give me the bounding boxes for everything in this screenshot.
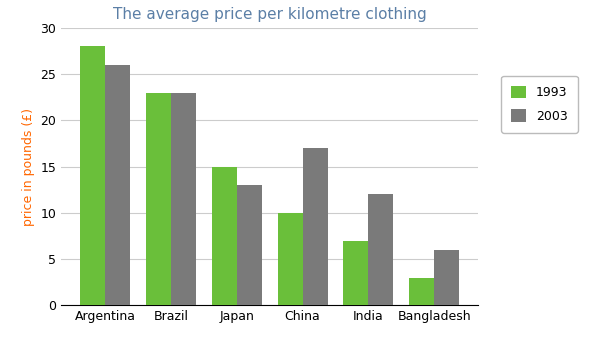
Bar — [237, 185, 262, 305]
Bar — [278, 213, 303, 305]
Bar — [409, 278, 434, 305]
Bar — [80, 46, 105, 305]
Bar — [434, 250, 459, 305]
Title: The average price per kilometre clothing: The average price per kilometre clothing — [113, 7, 427, 23]
Legend: 1993, 2003: 1993, 2003 — [501, 76, 578, 133]
Bar — [212, 167, 237, 305]
Bar — [343, 240, 368, 305]
Bar — [171, 93, 196, 305]
Y-axis label: price in pounds (£): price in pounds (£) — [22, 108, 35, 226]
Bar — [146, 93, 171, 305]
Bar — [303, 148, 327, 305]
Bar — [105, 65, 130, 305]
Bar — [368, 194, 394, 305]
